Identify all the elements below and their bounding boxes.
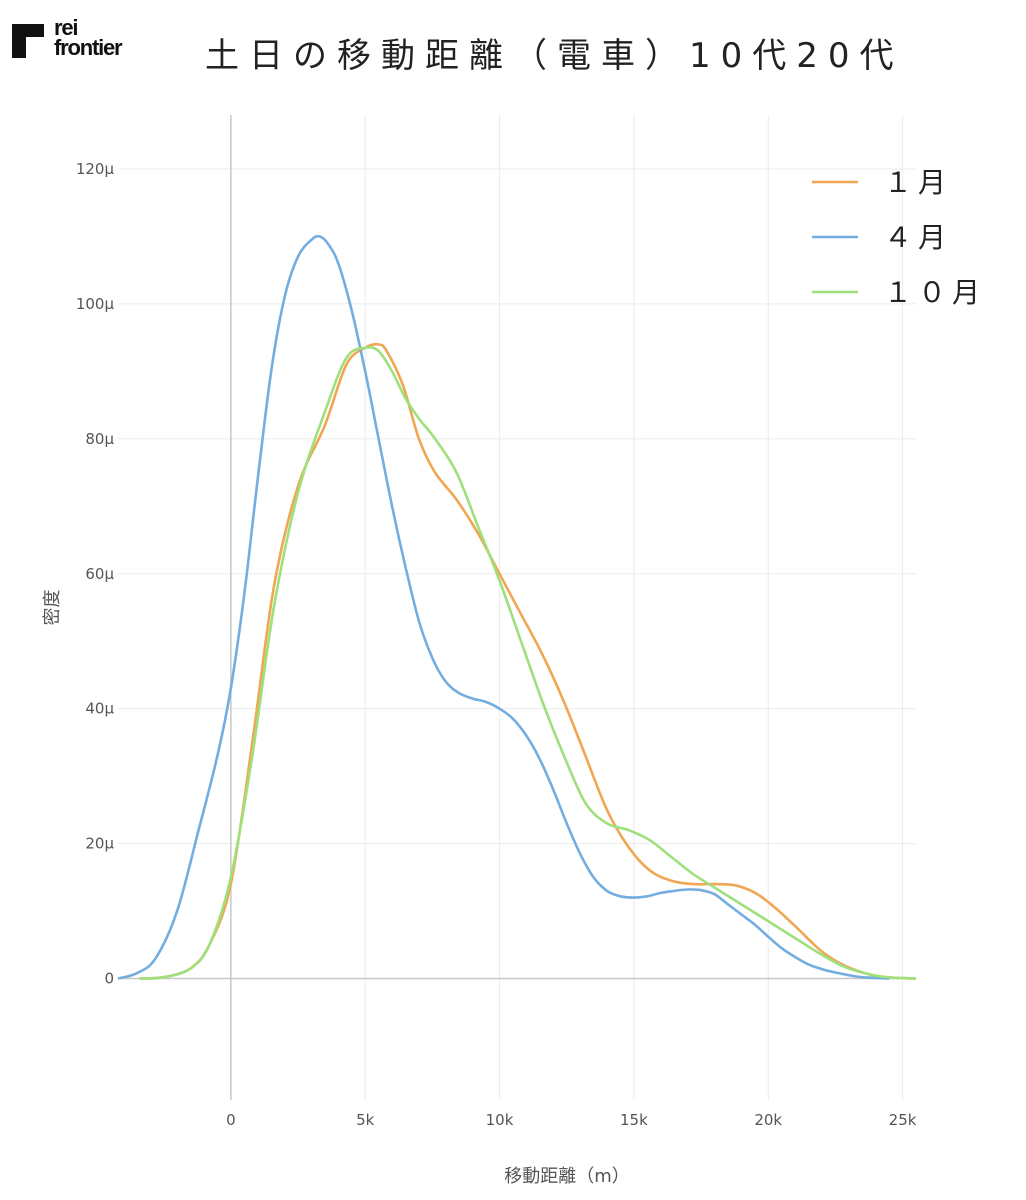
y-axis-title: 密度 [42, 590, 63, 626]
y-tick-label: 20μ [85, 835, 114, 853]
y-tick-label: 100μ [76, 295, 115, 313]
brand-logo-text: rei frontier [54, 15, 123, 60]
tick-labels: 0 5k 10k 15k 20k 25k 0 20μ 40μ 60μ 80μ 100μ 120μ [76, 160, 917, 1129]
brand-line-1: rei [54, 15, 79, 40]
x-tick-label: 10k [486, 1111, 514, 1129]
x-tick-label: 20k [754, 1111, 782, 1129]
x-axis-title: 移動距離（m） [504, 1166, 630, 1187]
brand-logo: rei frontier [12, 15, 142, 66]
x-tick-label: 25k [889, 1111, 917, 1129]
y-tick-label: 80μ [85, 430, 114, 448]
series-lines [117, 234, 917, 980]
x-tick-label: 5k [356, 1111, 375, 1129]
brand-line-2: frontier [54, 35, 123, 60]
legend-label: １月 [884, 166, 952, 199]
x-tick-label: 0 [226, 1111, 236, 1129]
x-tick-label: 15k [620, 1111, 648, 1129]
y-tick-label: 40μ [85, 700, 114, 718]
chart-title: 土日の移動距離（電車）10代20代 [205, 36, 904, 76]
series-line-2 [139, 345, 917, 980]
brand-logo-mark-icon [12, 24, 44, 58]
series-line-1 [117, 234, 890, 980]
y-tick-label: 0 [104, 970, 114, 988]
y-tick-label: 60μ [85, 565, 114, 583]
legend-label: ４月 [884, 221, 952, 254]
series-line-0 [139, 342, 917, 980]
legend-label: １０月 [884, 276, 986, 309]
y-tick-label: 120μ [76, 160, 115, 178]
axes [118, 115, 916, 1100]
legend: １月 ４月 １０月 [812, 166, 986, 309]
